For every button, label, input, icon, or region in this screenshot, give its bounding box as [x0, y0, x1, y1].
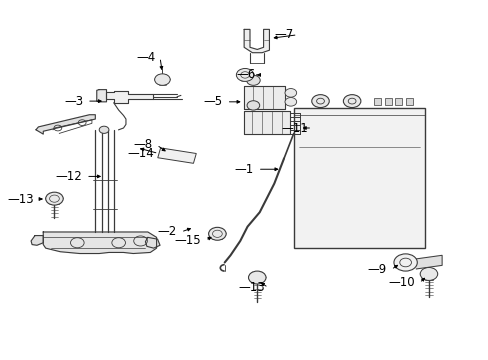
Polygon shape [244, 30, 269, 53]
Polygon shape [145, 237, 160, 248]
Text: —14: —14 [128, 147, 154, 160]
Polygon shape [31, 235, 43, 245]
Text: —5: —5 [203, 95, 223, 108]
Circle shape [99, 126, 109, 134]
Circle shape [285, 89, 296, 97]
Text: —13: —13 [8, 193, 35, 206]
Circle shape [419, 267, 437, 280]
Polygon shape [158, 148, 196, 163]
Bar [384, 98, 391, 105]
Circle shape [311, 95, 328, 108]
Polygon shape [97, 90, 106, 102]
Circle shape [248, 271, 265, 284]
Polygon shape [43, 232, 156, 253]
Circle shape [246, 75, 260, 85]
Polygon shape [243, 86, 285, 109]
Bar [405, 98, 412, 105]
Text: —8: —8 [133, 138, 152, 151]
Text: —9: —9 [367, 263, 386, 276]
Text: —12: —12 [55, 170, 82, 183]
Text: —15: —15 [174, 234, 201, 247]
Circle shape [246, 101, 259, 110]
Circle shape [236, 68, 253, 81]
Circle shape [393, 254, 416, 271]
FancyBboxPatch shape [293, 108, 424, 248]
Polygon shape [106, 91, 152, 103]
Text: —1: —1 [234, 163, 253, 176]
Text: —4: —4 [137, 51, 156, 64]
Polygon shape [36, 115, 95, 134]
Bar [373, 98, 380, 105]
Text: —2: —2 [158, 225, 177, 238]
Circle shape [343, 95, 360, 108]
Circle shape [285, 98, 296, 106]
Text: —10: —10 [388, 276, 414, 289]
Circle shape [154, 74, 170, 85]
Circle shape [45, 192, 63, 205]
Bar [395, 98, 402, 105]
Text: —6: —6 [236, 68, 255, 81]
Circle shape [208, 227, 225, 240]
Text: —3: —3 [64, 95, 83, 108]
Text: —11: —11 [281, 122, 308, 135]
Text: —13: —13 [238, 281, 264, 294]
Polygon shape [415, 255, 441, 269]
Polygon shape [243, 111, 289, 134]
Text: —7: —7 [274, 28, 293, 41]
